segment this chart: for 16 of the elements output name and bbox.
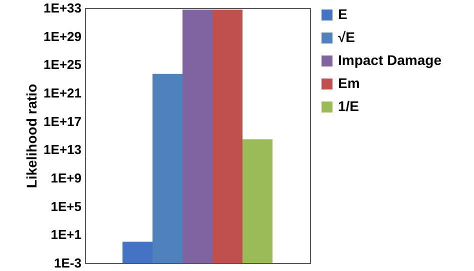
y-tick-label: 1E+13 (44, 142, 82, 158)
y-tick-label: 1E+21 (44, 86, 82, 100)
y-tick-label: 1E-3 (54, 256, 82, 270)
y-tick-label: 1E+1 (50, 227, 82, 242)
y-tick-label: 1E+9 (50, 170, 82, 186)
y-tick-label: 1E+5 (50, 198, 82, 214)
legend-label: E (338, 6, 348, 22)
y-tick-label: 1E+33 (44, 0, 82, 16)
legend-label: √E (338, 29, 356, 45)
legend-label: Em (338, 75, 360, 91)
y-axis-title: Likelihood ratio (24, 84, 40, 188)
legend-label: Impact Damage (338, 52, 442, 68)
legend-label: 1/E (338, 98, 360, 114)
y-tick-label: 1E+25 (44, 57, 82, 72)
y-tick-label: 1E+17 (44, 114, 82, 129)
y-tick-label: 1E+29 (44, 28, 82, 44)
